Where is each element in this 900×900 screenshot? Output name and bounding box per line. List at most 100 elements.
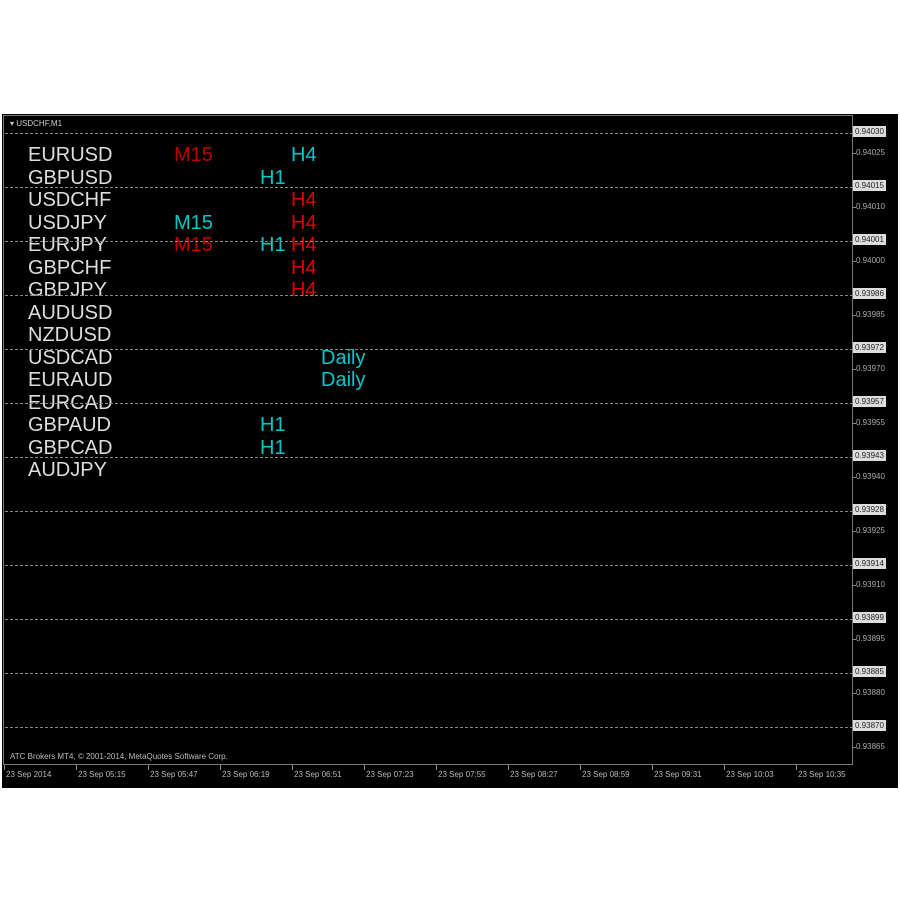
signal-h1: H1 (260, 414, 286, 436)
time-tick (220, 765, 221, 770)
grid-line (5, 295, 853, 296)
time-label: 23 Sep 08:27 (510, 770, 558, 779)
symbol-label: USDCHF (28, 189, 112, 211)
time-tick (796, 765, 797, 770)
signal-h1: H1 (260, 436, 286, 459)
signal-h1: H1 (260, 234, 286, 256)
price-label-highlighted: 0.93972 (853, 342, 886, 353)
signal-h4: H4 (291, 234, 317, 256)
grid-line (5, 673, 853, 674)
signal-daily: Daily (321, 346, 366, 369)
chart-window: ▾ USDCHF,M1 EURUSD M15 H4 GBPUSD H1 USDCHF H4 U… (2, 114, 898, 788)
chart-title: ▾ USDCHF,M1 (10, 119, 63, 128)
price-label: 0.94025 (856, 148, 885, 157)
time-label: 23 Sep 10:03 (726, 770, 774, 779)
price-label-highlighted: 0.94030 (853, 126, 886, 137)
grid-line (5, 133, 853, 134)
symbol-label: AUDJPY (28, 459, 107, 481)
grid-line (5, 565, 853, 566)
price-tick (853, 153, 856, 154)
symbol-label: GBPAUD (28, 414, 111, 436)
price-label-highlighted: 0.94015 (853, 180, 886, 191)
symbol-label: USDJPY (28, 211, 107, 234)
price-label-highlighted: 0.94001 (853, 234, 886, 245)
time-tick (148, 765, 149, 770)
grid-line (5, 403, 853, 404)
time-tick (436, 765, 437, 770)
time-tick (724, 765, 725, 770)
symbol-label: GBPJPY (28, 279, 107, 301)
price-label: 0.93865 (856, 742, 885, 751)
price-tick (853, 585, 856, 586)
symbol-label: GBPUSD (28, 166, 113, 189)
price-label-highlighted: 0.93943 (853, 450, 886, 461)
symbol-label: EURCAD (28, 391, 113, 414)
price-label: 0.93985 (856, 310, 885, 319)
time-label: 23 Sep 2014 (6, 770, 52, 779)
grid-line (5, 349, 853, 350)
symbol-label: GBPCHF (28, 256, 112, 279)
time-tick (652, 765, 653, 770)
price-tick (853, 423, 856, 424)
time-label: 23 Sep 05:15 (78, 770, 126, 779)
price-label-highlighted: 0.93957 (853, 396, 886, 407)
grid-line (5, 511, 853, 512)
time-label: 23 Sep 07:55 (438, 770, 486, 779)
time-label: 23 Sep 08:59 (582, 770, 630, 779)
time-tick (76, 765, 77, 770)
time-tick (4, 765, 5, 770)
signal-m15: M15 (174, 211, 213, 234)
price-label: 0.93910 (856, 580, 885, 589)
signal-m15: M15 (174, 234, 213, 256)
grid-line (5, 187, 853, 188)
price-label: 0.93940 (856, 472, 885, 481)
signal-daily: Daily (321, 369, 366, 391)
time-label: 23 Sep 09:31 (654, 770, 702, 779)
chart-area[interactable]: ▾ USDCHF,M1 EURUSD M15 H4 GBPUSD H1 USDCHF H4 U… (3, 115, 853, 765)
price-label-highlighted: 0.93928 (853, 504, 886, 515)
symbol-label: AUDUSD (28, 301, 113, 324)
price-label: 0.93925 (856, 526, 885, 535)
price-label: 0.93970 (856, 364, 885, 373)
signal-h4: H4 (291, 256, 317, 279)
signal-h4: H4 (291, 211, 317, 234)
time-label: 23 Sep 06:19 (222, 770, 270, 779)
price-tick (853, 747, 856, 748)
price-tick (853, 639, 856, 640)
time-label: 23 Sep 06:51 (294, 770, 342, 779)
signal-h4: H4 (291, 279, 317, 301)
time-label: 23 Sep 07:23 (366, 770, 414, 779)
time-label: 23 Sep 05:47 (150, 770, 198, 779)
price-label-highlighted: 0.93885 (853, 666, 886, 677)
time-tick (508, 765, 509, 770)
price-label-highlighted: 0.93986 (853, 288, 886, 299)
price-label: 0.93895 (856, 634, 885, 643)
price-tick (853, 477, 856, 478)
signal-m15: M15 (174, 144, 213, 166)
symbol-label: NZDUSD (28, 324, 112, 346)
signal-h4: H4 (291, 144, 317, 166)
signal-h1: H1 (260, 166, 286, 189)
price-tick (853, 531, 856, 532)
signal-h4: H4 (291, 189, 317, 211)
time-label: 23 Sep 10:35 (798, 770, 846, 779)
price-label-highlighted: 0.93870 (853, 720, 886, 731)
price-label-highlighted: 0.93899 (853, 612, 886, 623)
symbol-label: USDCAD (28, 346, 113, 369)
time-tick (292, 765, 293, 770)
price-label: 0.94010 (856, 202, 885, 211)
price-label: 0.93955 (856, 418, 885, 427)
price-tick (853, 207, 856, 208)
price-label: 0.93880 (856, 688, 885, 697)
grid-line (5, 241, 853, 242)
grid-line (5, 457, 853, 458)
chart-title-text: USDCHF,M1 (16, 119, 63, 128)
symbol-label: GBPCAD (28, 436, 113, 459)
price-label-highlighted: 0.93914 (853, 558, 886, 569)
price-tick (853, 693, 856, 694)
symbol-label: EURJPY (28, 234, 107, 256)
price-tick (853, 261, 856, 262)
price-tick (853, 369, 856, 370)
symbol-label: EURAUD (28, 369, 113, 391)
time-tick (364, 765, 365, 770)
